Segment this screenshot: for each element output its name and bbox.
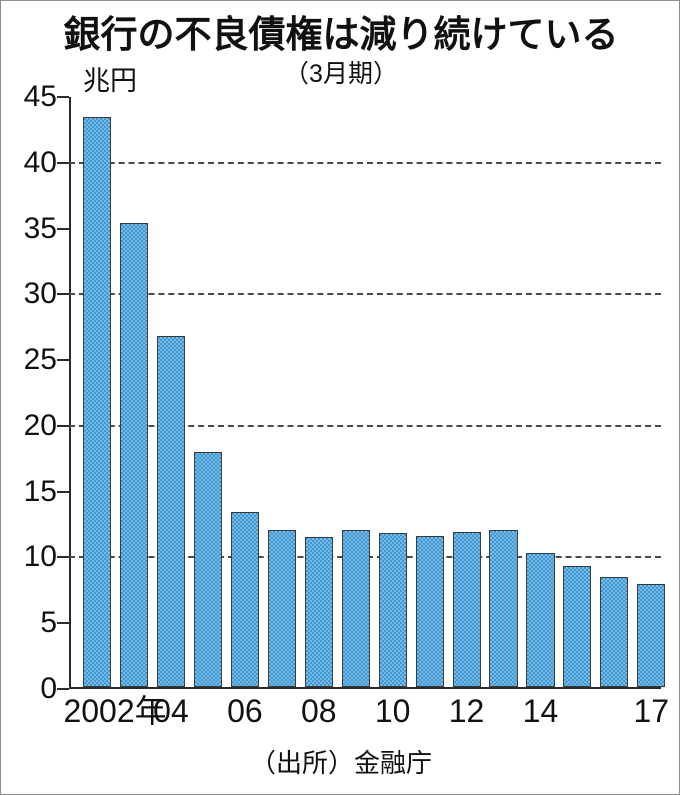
y-axis-tick-label: 35 (23, 211, 57, 245)
bar (267, 530, 296, 687)
bar (489, 530, 518, 687)
gridline (69, 161, 661, 164)
y-axis-tick-mark (57, 688, 69, 690)
bar (119, 222, 149, 687)
bar (526, 552, 555, 687)
y-axis-tick-label: 10 (23, 540, 57, 574)
x-axis-line (69, 687, 661, 689)
y-axis-tick-mark (57, 359, 69, 362)
chart-title: 銀行の不良債権は減り続けている (63, 14, 619, 55)
y-axis-tick-label: 15 (23, 474, 57, 508)
bar (156, 335, 185, 687)
x-axis-tick-label: 10 (374, 693, 411, 729)
x-axis-tick-label: 06 (227, 693, 263, 729)
y-axis-tick-mark (57, 293, 69, 296)
gridline (69, 293, 661, 296)
bar (637, 584, 666, 687)
y-axis-tick-label: 5 (40, 606, 57, 640)
bar (600, 576, 629, 687)
bar (83, 117, 112, 687)
x-axis-tick-label: 04 (153, 693, 189, 729)
y-axis-tick-mark (57, 96, 69, 98)
bar (452, 531, 481, 687)
y-axis-line (69, 97, 71, 689)
bar (193, 451, 222, 687)
x-axis-labels: 2002年 04 06 08 10 12 14 17 (1, 693, 679, 739)
y-axis-tick-mark (57, 490, 69, 493)
bar (563, 565, 592, 687)
x-axis-tick-label: 12 (448, 693, 485, 729)
y-axis-tick-label: 30 (23, 277, 57, 311)
x-axis-tick-label: 2002年 (63, 693, 167, 729)
y-axis-labels: 0 5 10 15 20 25 30 35 40 45 (1, 82, 57, 704)
gridline (69, 424, 661, 427)
y-axis-tick-mark (57, 161, 69, 164)
y-axis-tick-mark (57, 622, 69, 625)
x-axis-tick-label: 14 (522, 693, 559, 729)
bar (415, 535, 444, 687)
bar (341, 530, 370, 687)
y-axis-tick-label: 25 (23, 343, 57, 377)
y-axis-tick-mark (57, 424, 69, 427)
y-axis-tick-label: 40 (23, 145, 57, 179)
bar (230, 512, 259, 687)
y-axis-tick-mark (57, 556, 69, 559)
y-axis-tick-mark (57, 227, 69, 230)
plot-area: 兆円 (57, 66, 666, 690)
source-note: （出所）金融庁 (249, 748, 432, 778)
y-axis-unit-label: 兆円 (83, 66, 137, 96)
y-axis-tick-label: 0 (40, 672, 57, 705)
x-axis-tick-label: 08 (300, 693, 337, 729)
y-axis-tick-label: 45 (23, 80, 57, 113)
y-axis-tick-label: 20 (23, 408, 57, 442)
chart-subtitle: （3月期） (284, 60, 398, 88)
bar (378, 533, 407, 687)
bar (304, 537, 333, 687)
x-axis-tick-label: 17 (633, 693, 670, 729)
